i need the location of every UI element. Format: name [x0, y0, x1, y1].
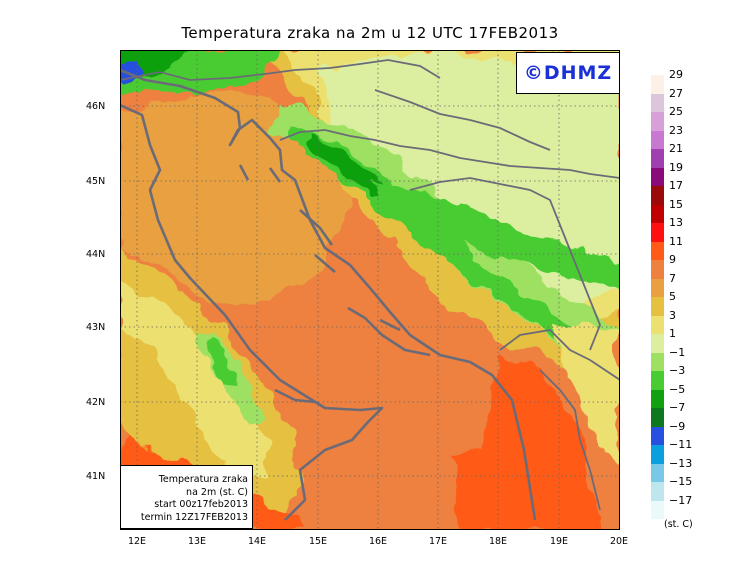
field-apennine-light	[120, 280, 270, 480]
legend-label: 7	[669, 271, 676, 285]
lat-label: 41N	[86, 471, 106, 482]
temperature-map	[120, 50, 620, 530]
graticule	[120, 50, 620, 530]
legend-swatch	[651, 445, 664, 464]
legend-swatch	[651, 371, 664, 390]
info-line-4: termin 12Z17FEB2013	[140, 511, 248, 523]
lat-label: 44N	[86, 249, 106, 260]
legend-swatch	[651, 482, 664, 501]
legend-label: 23	[669, 123, 683, 137]
lon-label: 13E	[187, 536, 207, 547]
legend-label: 1	[669, 327, 676, 340]
field-dinaric-peak	[305, 135, 390, 200]
legend-swatch	[651, 426, 664, 445]
legend-swatch	[651, 167, 664, 186]
field-montenegro-yellow	[550, 320, 620, 470]
dhmz-logo: ©DHMZ	[516, 52, 620, 94]
info-line-2: na 2m (st. C)	[186, 486, 248, 498]
legend-label: 11	[669, 234, 683, 248]
info-box: Temperatura zraka na 2m (st. C) start 00…	[120, 465, 253, 529]
lat-label: 42N	[86, 397, 106, 408]
legend-swatch	[651, 334, 664, 353]
legend-label: −3	[669, 364, 686, 377]
legend-label: −7	[669, 401, 686, 414]
lon-label: 16E	[368, 536, 388, 547]
legend-swatch	[651, 500, 664, 519]
legend-label: 29	[669, 68, 683, 81]
field-bosnia-green	[370, 180, 620, 290]
coastline	[120, 68, 537, 521]
legend-swatch	[651, 75, 664, 94]
legend-label: −15	[669, 475, 693, 488]
legend-swatch	[651, 408, 664, 427]
legend-label: 21	[669, 142, 683, 155]
legend-label: −5	[669, 382, 686, 396]
legend-label: −9	[669, 419, 686, 433]
lat-label: 46N	[86, 101, 106, 112]
lon-label: 20E	[609, 536, 629, 547]
legend-swatch	[651, 204, 664, 223]
legend-swatch	[651, 352, 664, 371]
lon-label: 18E	[488, 536, 508, 547]
field-alps-blue	[120, 58, 142, 84]
legend-label: 13	[669, 216, 683, 229]
legend-swatch	[651, 241, 664, 260]
legend-label: 15	[669, 197, 683, 211]
map-frame	[120, 50, 620, 530]
legend-swatch	[651, 93, 664, 112]
legend-label: 25	[669, 105, 683, 118]
field-apennine-dark	[210, 340, 235, 385]
map-canvas	[120, 50, 620, 530]
legend-label: 19	[669, 160, 683, 174]
legend-label: 27	[669, 86, 683, 100]
legend-label: −17	[669, 493, 693, 507]
lon-label: 12E	[127, 536, 147, 547]
legend-swatch	[651, 315, 664, 334]
country-borders	[120, 59, 620, 511]
field-7-9	[120, 90, 350, 305]
legend-swatch	[651, 389, 664, 408]
legend-swatch	[651, 186, 664, 205]
lon-label: 14E	[247, 536, 267, 547]
lon-label: 17E	[428, 536, 448, 547]
info-line-1: Temperatura zraka	[158, 474, 248, 485]
legend-swatch	[651, 130, 664, 149]
info-line-3: start 00z17feb2013	[154, 499, 248, 510]
legend-label: 5	[669, 290, 676, 303]
color-legend	[651, 75, 664, 519]
legend-swatch	[651, 278, 664, 297]
legend-label: 3	[669, 308, 676, 322]
legend-swatch	[651, 149, 664, 168]
lon-label: 19E	[549, 536, 569, 547]
map-title: Temperatura zraka na 2m u 12 UTC 17FEB20…	[181, 24, 559, 42]
legend-swatch	[651, 223, 664, 242]
legend-label: 9	[669, 253, 676, 266]
legend-swatch	[651, 297, 664, 316]
lat-label: 43N	[86, 322, 106, 333]
legend-swatch	[651, 112, 664, 131]
legend-label: −11	[669, 438, 693, 451]
legend-label: −1	[669, 345, 686, 359]
legend-swatch	[651, 260, 664, 279]
lon-label: 15E	[308, 536, 328, 547]
legend-unit: (st. C)	[664, 519, 693, 530]
legend-swatch	[651, 463, 664, 482]
lat-label: 45N	[86, 176, 106, 187]
legend-label: −13	[669, 456, 693, 470]
legend-label: 17	[669, 179, 683, 192]
field-adriatic-south	[260, 290, 500, 470]
